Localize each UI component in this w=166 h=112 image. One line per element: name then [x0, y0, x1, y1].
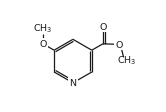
- Text: O: O: [115, 40, 123, 49]
- Text: CH$_3$: CH$_3$: [117, 54, 136, 67]
- Text: CH$_3$: CH$_3$: [33, 22, 53, 34]
- Text: O: O: [99, 22, 107, 31]
- Text: N: N: [69, 79, 77, 88]
- Text: O: O: [39, 40, 47, 49]
